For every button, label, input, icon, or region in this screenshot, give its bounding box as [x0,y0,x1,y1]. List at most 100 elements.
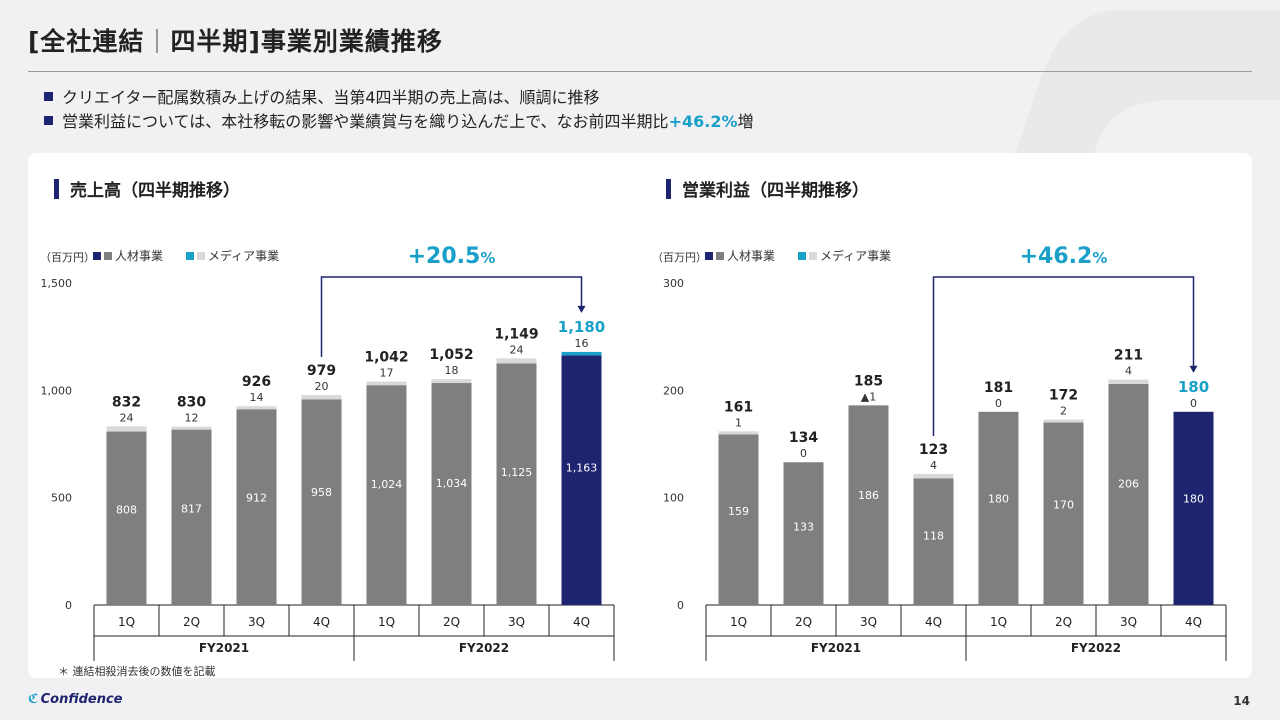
x-group-label: FY2022 [459,641,509,655]
legend-label-media: メディア事業 [820,248,891,263]
bar-total-label: 979 [307,363,336,379]
legend-swatch-navy [93,252,101,260]
chart-title: 営業利益（四半期推移） [682,180,869,201]
bar-total-label: 123 [919,442,948,458]
bullet-1: クリエイター配属数積み上げの結果、当第4四半期の売上高は、順調に推移 [44,86,754,110]
bar-main [718,434,759,605]
x-group-label: FY2021 [199,641,249,655]
bar-main-label: 1,125 [501,466,533,479]
x-tick-label: 4Q [313,615,330,629]
bar-main-label: 206 [1118,477,1139,490]
x-tick-label: 3Q [1120,615,1137,629]
bar-total-label: 926 [242,374,271,390]
legend-label-hr: 人材事業 [727,249,775,263]
bar-media-label: 2 [1060,405,1067,418]
x-tick-label: 2Q [1055,615,1072,629]
bar-total-label: 161 [724,399,753,415]
logo-watermark [1000,10,1280,320]
x-tick-label: 3Q [248,615,265,629]
bar-main [366,385,407,605]
bar-main-label: 180 [1183,493,1204,506]
bar-media-label: 0 [800,447,807,460]
growth-arrow-icon [577,305,586,313]
bar-main [171,429,212,605]
x-tick-label: 2Q [795,615,812,629]
bar-total-label: 181 [984,380,1013,396]
bar-media-label: 4 [930,459,937,472]
bar-main-label: 958 [311,486,332,499]
bar-main [431,383,472,605]
bar-media-label: 0 [995,397,1002,410]
bullet-square-icon [44,116,53,125]
y-tick-label: 1,000 [41,384,73,397]
company-logo: ℭ Confidence [28,692,123,707]
bar-media [106,426,147,432]
logo-mark-icon: ℭ [28,692,39,707]
bar-media [171,426,212,430]
bar-main [978,411,1019,605]
x-group-label: FY2021 [811,641,861,655]
bar-main-label: 118 [923,529,944,542]
title-separator [156,29,159,53]
bar-total-label: 1,180 [558,318,605,336]
bullet-2: 営業利益については、本社移転の影響や業績賞与を織り込んだ上で、なお前四半期比+4… [44,110,754,134]
bar-main [561,355,602,605]
legend-swatch-gray [104,252,112,260]
bullet-square-icon [44,92,53,101]
bar-main [783,462,824,605]
bar-main-label: 170 [1053,499,1074,512]
bar-main-label: 159 [728,505,749,518]
x-tick-label: 3Q [508,615,525,629]
bar-main [496,363,537,605]
x-tick-label: 4Q [1185,615,1202,629]
bar-media-label: 24 [510,343,524,356]
legend-label-hr: 人材事業 [115,249,163,263]
y-tick-label: 100 [663,492,684,505]
growth-bracket [932,276,1195,437]
footnote: ＊ 連結相殺消去後の数値を記載 [58,665,216,678]
x-tick-label: 1Q [730,615,747,629]
bar-media [1043,419,1084,423]
x-tick-label: 4Q [573,615,590,629]
charts-card: 売上高（四半期推移） （百万円） 人材事業 メディア事業 0 500 1,000 1,500 1… [28,153,1252,678]
bar-main-label: 1,024 [371,478,403,491]
growth-arrow-icon [1189,365,1198,373]
growth-label: +46.2% [1020,244,1108,269]
bar-main-label: 133 [793,520,814,533]
bar-main [106,431,147,605]
bar-main [913,478,954,605]
legend-swatch-cyan [186,252,194,260]
x-tick-label: 1Q [378,615,395,629]
bar-media-label: 14 [250,391,264,404]
page-number: 14 [1233,694,1250,708]
bar-media-label: 20 [315,380,329,393]
legend-swatch-cyan [798,252,806,260]
bar-total-label: 832 [112,394,141,410]
legend-swatch-lightgray [809,252,817,260]
bar-main [301,399,342,605]
y-tick-label: 300 [663,277,684,290]
page-title: [全社連結 四半期]事業別業績推移 [28,27,443,56]
bar-media [1108,379,1149,384]
bar-media-label: 1 [735,416,742,429]
bar-main-label: 1,034 [436,477,468,490]
bar-media [561,351,602,356]
bar-main [1173,411,1214,605]
x-tick-label: 2Q [443,615,460,629]
bar-media [718,431,759,435]
bar-media [301,395,342,400]
bar-media-label: 24 [120,411,134,424]
bar-main [1043,422,1084,605]
bar-total-label: 211 [1114,348,1143,364]
unit-label: （百万円） [40,251,95,264]
bar-media-label: 12 [185,412,199,425]
chart-title: 売上高（四半期推移） [70,180,240,201]
bar-total-label: 1,052 [429,347,473,363]
bar-media-label: 16 [575,337,589,350]
bar-main-label: 808 [116,504,137,517]
bar-media-label: 18 [445,364,459,377]
summary-bullets: クリエイター配属数積み上げの結果、当第4四半期の売上高は、順調に推移 営業利益に… [44,86,754,134]
unit-label: （百万円） [652,251,707,264]
x-tick-label: 1Q [990,615,1007,629]
legend-swatch-navy [705,252,713,260]
